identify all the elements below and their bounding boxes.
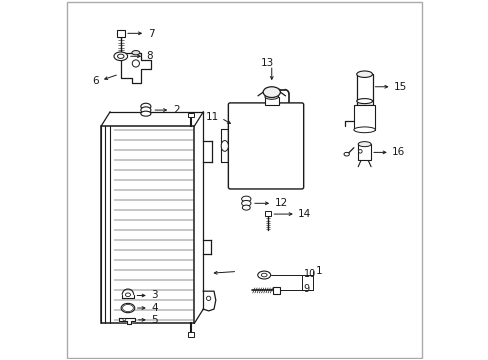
Bar [187,332,193,337]
Ellipse shape [141,107,151,113]
Text: 11: 11 [205,112,218,122]
Ellipse shape [122,319,125,321]
Bar [101,126,194,323]
Ellipse shape [264,94,278,99]
Text: 4: 4 [151,303,158,313]
Text: 3: 3 [151,291,158,301]
Text: 15: 15 [393,82,407,92]
Text: 1: 1 [316,266,322,276]
Ellipse shape [125,293,130,297]
Ellipse shape [114,52,127,60]
Ellipse shape [257,271,270,279]
Bar [117,30,125,37]
Text: 13: 13 [260,58,273,68]
Ellipse shape [263,87,280,98]
Bar [273,287,280,294]
Bar [353,105,375,130]
Ellipse shape [242,205,250,210]
Ellipse shape [141,111,151,116]
Ellipse shape [356,99,372,104]
Ellipse shape [241,196,250,202]
Ellipse shape [121,303,135,313]
Text: 8: 8 [146,51,153,61]
Text: 12: 12 [274,198,287,208]
Ellipse shape [132,60,139,67]
Ellipse shape [141,103,151,110]
Ellipse shape [206,296,210,301]
Ellipse shape [241,201,250,206]
Bar [264,97,278,105]
Bar [264,211,270,216]
Text: 9: 9 [303,284,309,294]
Ellipse shape [117,54,124,58]
Bar [187,113,193,117]
Bar [357,144,370,160]
Text: 6: 6 [92,76,99,86]
Ellipse shape [261,273,266,277]
Text: 10: 10 [303,269,315,279]
Text: 16: 16 [391,147,405,157]
Text: 7: 7 [147,29,154,39]
Bar [356,74,372,105]
Ellipse shape [221,140,228,151]
Ellipse shape [344,152,349,156]
Ellipse shape [132,50,140,55]
Text: 14: 14 [298,210,311,220]
Polygon shape [121,53,151,83]
Text: 5: 5 [151,315,158,325]
Ellipse shape [356,71,372,77]
Ellipse shape [122,305,133,312]
Ellipse shape [357,141,370,147]
FancyBboxPatch shape [228,103,303,189]
Ellipse shape [353,127,375,133]
Text: 2: 2 [172,105,179,115]
Polygon shape [119,318,135,324]
Ellipse shape [124,305,132,311]
Ellipse shape [358,149,362,153]
